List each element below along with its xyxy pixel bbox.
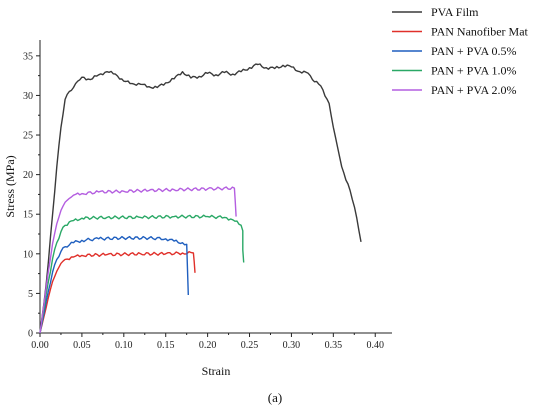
legend-label: PAN + PVA 2.0% — [431, 83, 516, 97]
series-lines — [39, 63, 362, 334]
y-axis-label: Stress (MPa) — [3, 155, 17, 217]
x-axis-label: Strain — [202, 364, 231, 378]
legend-label: PVA Film — [431, 5, 479, 19]
x-tick-label: 0.35 — [325, 340, 343, 351]
stress-strain-chart: 0.00 0.05 0.10 0.15 0.20 0.25 0.30 0.35 0.40 0 5 1… — [3, 5, 529, 378]
series-line — [39, 214, 245, 334]
series-line — [39, 251, 196, 334]
x-tick-label: 0.10 — [115, 340, 133, 351]
x-tick-label: 0.30 — [283, 340, 301, 351]
x-tick-label: 0.20 — [199, 340, 217, 351]
y-tick-label: 25 — [23, 131, 33, 142]
legend: PVA Film PAN Nanofiber Mat PAN + PVA 0.5% P… — [392, 5, 529, 97]
y-tick-label: 5 — [28, 289, 33, 300]
figure-caption: (a) — [267, 390, 283, 405]
y-tick-label: 30 — [23, 91, 33, 102]
x-axis-ticks: 0.00 0.05 0.10 0.15 0.20 0.25 0.30 0.35 0.40 — [31, 333, 384, 351]
series-line — [39, 235, 189, 334]
x-tick-label: 0.40 — [366, 340, 384, 351]
y-axis-ticks: 0 5 10 15 20 25 30 35 — [23, 51, 40, 340]
series-line — [39, 186, 237, 334]
y-tick-label: 0 — [28, 329, 33, 340]
y-tick-label: 35 — [23, 51, 33, 62]
y-tick-label: 10 — [23, 249, 33, 260]
y-tick-label: 15 — [23, 210, 33, 221]
plot-frame — [39, 40, 392, 334]
y-tick-label: 20 — [23, 170, 33, 181]
x-tick-label: 0.05 — [73, 340, 91, 351]
x-tick-label: 0.25 — [241, 340, 259, 351]
series-line — [39, 63, 362, 334]
x-tick-label: 0.15 — [157, 340, 175, 351]
legend-label: PAN + PVA 0.5% — [431, 44, 516, 58]
legend-label: PAN Nanofiber Mat — [431, 25, 529, 39]
legend-label: PAN + PVA 1.0% — [431, 64, 516, 78]
x-tick-label: 0.00 — [31, 340, 49, 351]
